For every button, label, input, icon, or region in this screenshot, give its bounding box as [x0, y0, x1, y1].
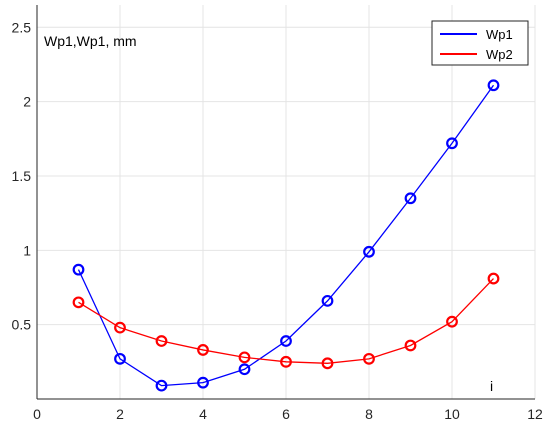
- y-tick-label: 1: [23, 242, 31, 258]
- x-tick-label: 2: [116, 406, 124, 422]
- data-point-wp1: [487, 79, 500, 92]
- legend-label-wp2: Wp2: [486, 47, 513, 62]
- y-tick-label: 1.5: [12, 168, 32, 184]
- y-axis-label: Wp1,Wp1, mm: [44, 33, 137, 49]
- x-tick-label: 10: [444, 406, 460, 422]
- data-point-wp2: [114, 321, 126, 334]
- x-tick-label: 8: [365, 406, 373, 422]
- series-wp2: [72, 272, 500, 370]
- data-point-wp1: [72, 263, 85, 276]
- series-wp1: [72, 79, 500, 392]
- series-line-wp1: [77, 84, 495, 387]
- data-point-wp2: [363, 352, 375, 365]
- data-point-wp1: [280, 335, 292, 347]
- data-point-wp2: [155, 335, 168, 347]
- data-point-wp2: [238, 351, 251, 364]
- tick-labels: 0 2 4 6 8 10 12 0.5 1 1.5 2 2.5: [12, 19, 543, 422]
- data-point-wp1: [446, 137, 458, 150]
- data-point-wp1: [197, 376, 209, 389]
- x-tick-label: 4: [199, 406, 207, 422]
- data-point-wp1: [321, 294, 334, 307]
- y-tick-label: 0.5: [12, 317, 32, 333]
- data-point-wp2: [280, 355, 292, 368]
- y-tick-label: 2.5: [12, 19, 32, 35]
- data-point-wp2: [404, 339, 417, 352]
- y-tick-label: 2: [23, 94, 31, 110]
- data-point-wp2: [72, 296, 85, 309]
- data-point-wp1: [238, 363, 251, 376]
- x-axis-label: i: [490, 378, 493, 394]
- x-tick-label: 12: [527, 406, 543, 422]
- data-point-wp1: [404, 192, 417, 205]
- data-point-wp2: [321, 357, 334, 370]
- x-tick-label: 6: [282, 406, 290, 422]
- data-point-wp2: [197, 344, 209, 356]
- legend-box: [431, 20, 529, 66]
- data-point-wp2: [487, 272, 500, 285]
- x-tick-label: 0: [33, 406, 41, 422]
- series: [72, 79, 500, 392]
- series-line-wp2: [78, 278, 494, 364]
- data-point-wp2: [446, 315, 458, 328]
- legend-label-wp1: Wp1: [486, 27, 513, 42]
- legend: Wp1 Wp2: [431, 20, 529, 66]
- data-point-wp1: [155, 379, 168, 392]
- data-point-wp1: [363, 245, 375, 258]
- data-point-wp1: [114, 352, 126, 365]
